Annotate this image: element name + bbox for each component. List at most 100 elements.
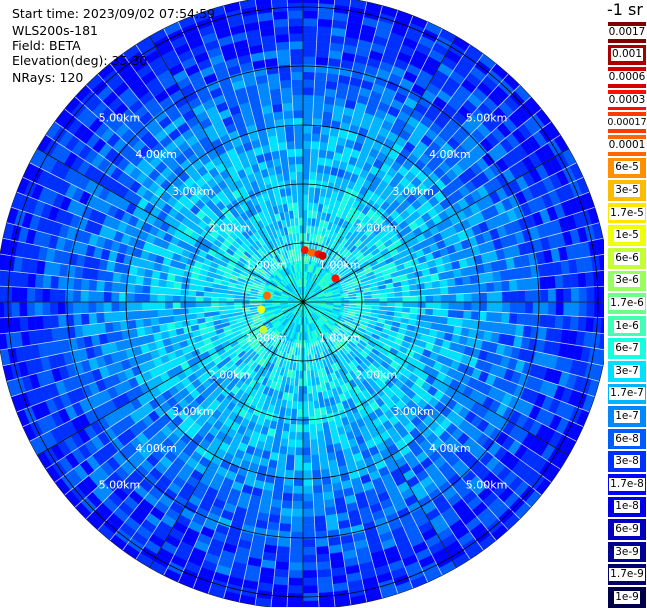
field-cell — [486, 312, 494, 322]
field-cell — [540, 302, 548, 315]
field-cell — [134, 302, 142, 311]
field-cell — [502, 291, 510, 302]
field-cell — [288, 585, 303, 593]
field-cell — [456, 294, 464, 302]
field-cell — [142, 285, 150, 294]
field-cell — [316, 554, 330, 563]
field-cell — [586, 302, 594, 317]
field-cell — [297, 187, 303, 195]
field-cell — [303, 555, 317, 563]
field-cell — [440, 309, 448, 317]
field-cell — [322, 484, 333, 493]
range-label: 2.00km — [356, 222, 398, 235]
field-cell — [517, 279, 526, 291]
field-cell — [501, 280, 509, 291]
field-cell — [287, 0, 303, 3]
field-cell — [533, 290, 541, 302]
range-label: 5.00km — [99, 479, 141, 492]
field-cell — [303, 172, 310, 180]
field-cell — [500, 323, 509, 335]
field-cell — [303, 202, 308, 210]
field-cell — [280, 516, 292, 525]
field-cell — [303, 509, 314, 517]
field-cell — [281, 88, 293, 97]
hotspot — [263, 292, 271, 300]
field-cell — [317, 19, 332, 28]
field-cell — [283, 485, 293, 493]
field-cell — [578, 272, 587, 287]
field-cell — [282, 103, 293, 111]
field-cell — [395, 302, 403, 307]
field-cell — [135, 319, 144, 329]
field-cell — [89, 268, 98, 280]
field-cell — [128, 320, 137, 330]
field-cell — [303, 455, 311, 463]
field-cell — [418, 302, 426, 308]
field-cell — [295, 141, 303, 149]
field-cell — [104, 281, 112, 292]
field-cell — [540, 289, 548, 302]
field-cell — [73, 302, 81, 314]
field-cell — [449, 294, 457, 302]
range-label: 1.00km — [245, 258, 287, 271]
field-cell — [35, 302, 43, 316]
field-cell — [105, 271, 114, 282]
field-cell — [433, 302, 441, 309]
range-label: 2.00km — [209, 368, 251, 381]
field-cell — [303, 448, 311, 456]
field-cell — [470, 320, 479, 330]
field-cell — [58, 302, 66, 315]
field-cell — [320, 461, 330, 470]
field-cell — [273, 577, 288, 586]
field-cell — [287, 447, 295, 455]
field-cell — [42, 288, 50, 302]
colorbar-tick: 1.7e-5 — [608, 203, 646, 224]
field-cell — [157, 287, 165, 295]
range-label: 5.00km — [466, 479, 508, 492]
field-cell — [586, 287, 594, 302]
field-cell — [58, 314, 67, 327]
field-cell — [81, 290, 89, 302]
field-cell — [303, 539, 316, 547]
field-cell — [150, 310, 158, 318]
field-cell — [433, 309, 441, 317]
field-cell — [321, 127, 331, 136]
field-cell — [314, 516, 326, 525]
field-cell — [297, 409, 303, 417]
field-cell — [296, 432, 303, 440]
field-cell — [296, 164, 303, 172]
range-label: 4.00km — [429, 442, 471, 455]
colorbar-tick: 1e-7 — [608, 406, 646, 427]
field-cell — [105, 322, 114, 333]
field-cell — [311, 462, 320, 470]
field-cell — [50, 276, 59, 290]
field-cell — [288, 18, 303, 26]
field-cell — [563, 288, 571, 302]
field-cell — [142, 302, 150, 310]
field-cell — [303, 0, 319, 3]
field-cell — [273, 484, 284, 493]
colorbar-title: -1 sr — [607, 0, 643, 19]
field-cell — [27, 273, 36, 288]
field-cell — [547, 276, 556, 290]
field-cell — [278, 65, 291, 74]
field-cell — [485, 272, 494, 283]
field-cell — [293, 486, 303, 494]
colorbar-tick: 0.001 — [608, 45, 646, 66]
colorbar-tick: 1e-5 — [608, 225, 646, 246]
field-cell — [96, 291, 104, 302]
field-cell — [462, 276, 471, 286]
field-cell — [517, 313, 526, 325]
field-cell — [426, 302, 434, 309]
field-cell — [303, 41, 317, 49]
field-cell — [298, 202, 303, 210]
field-cell — [324, 499, 336, 508]
field-cell — [294, 133, 303, 141]
field-cell — [294, 463, 303, 471]
field-cell — [313, 103, 324, 111]
field-cell — [157, 294, 165, 302]
field-cell — [196, 302, 204, 308]
field-cell — [180, 296, 188, 302]
field-cell — [271, 499, 283, 508]
field-cell — [456, 285, 464, 294]
